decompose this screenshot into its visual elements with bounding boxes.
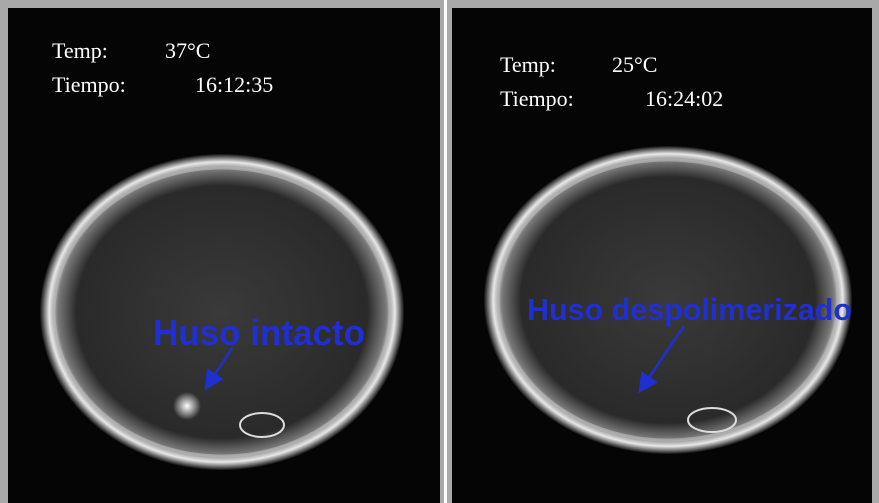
annotation: Huso despolimerizado	[527, 292, 852, 327]
divider	[444, 0, 447, 503]
annotation: Huso intacto	[153, 312, 365, 353]
temp-value: 25°C	[612, 52, 657, 77]
time-label: Tiempo:	[52, 72, 126, 97]
panel-left: Temp: 37°C Tiempo: 16:12:35 Huso intacto	[8, 8, 440, 503]
temp-label: Temp:	[52, 38, 108, 63]
time-value: 16:12:35	[195, 72, 273, 97]
panel-right: Temp: 25°C Tiempo: 16:24:02 Huso despoli…	[452, 8, 872, 503]
time-label: Tiempo:	[500, 86, 574, 111]
temp-label: Temp:	[500, 52, 556, 77]
micrograph-figure: Temp: 37°C Tiempo: 16:12:35 Huso intacto…	[0, 0, 879, 503]
polar-body	[173, 392, 201, 420]
time-value: 16:24:02	[645, 86, 723, 111]
temp-value: 37°C	[165, 38, 210, 63]
